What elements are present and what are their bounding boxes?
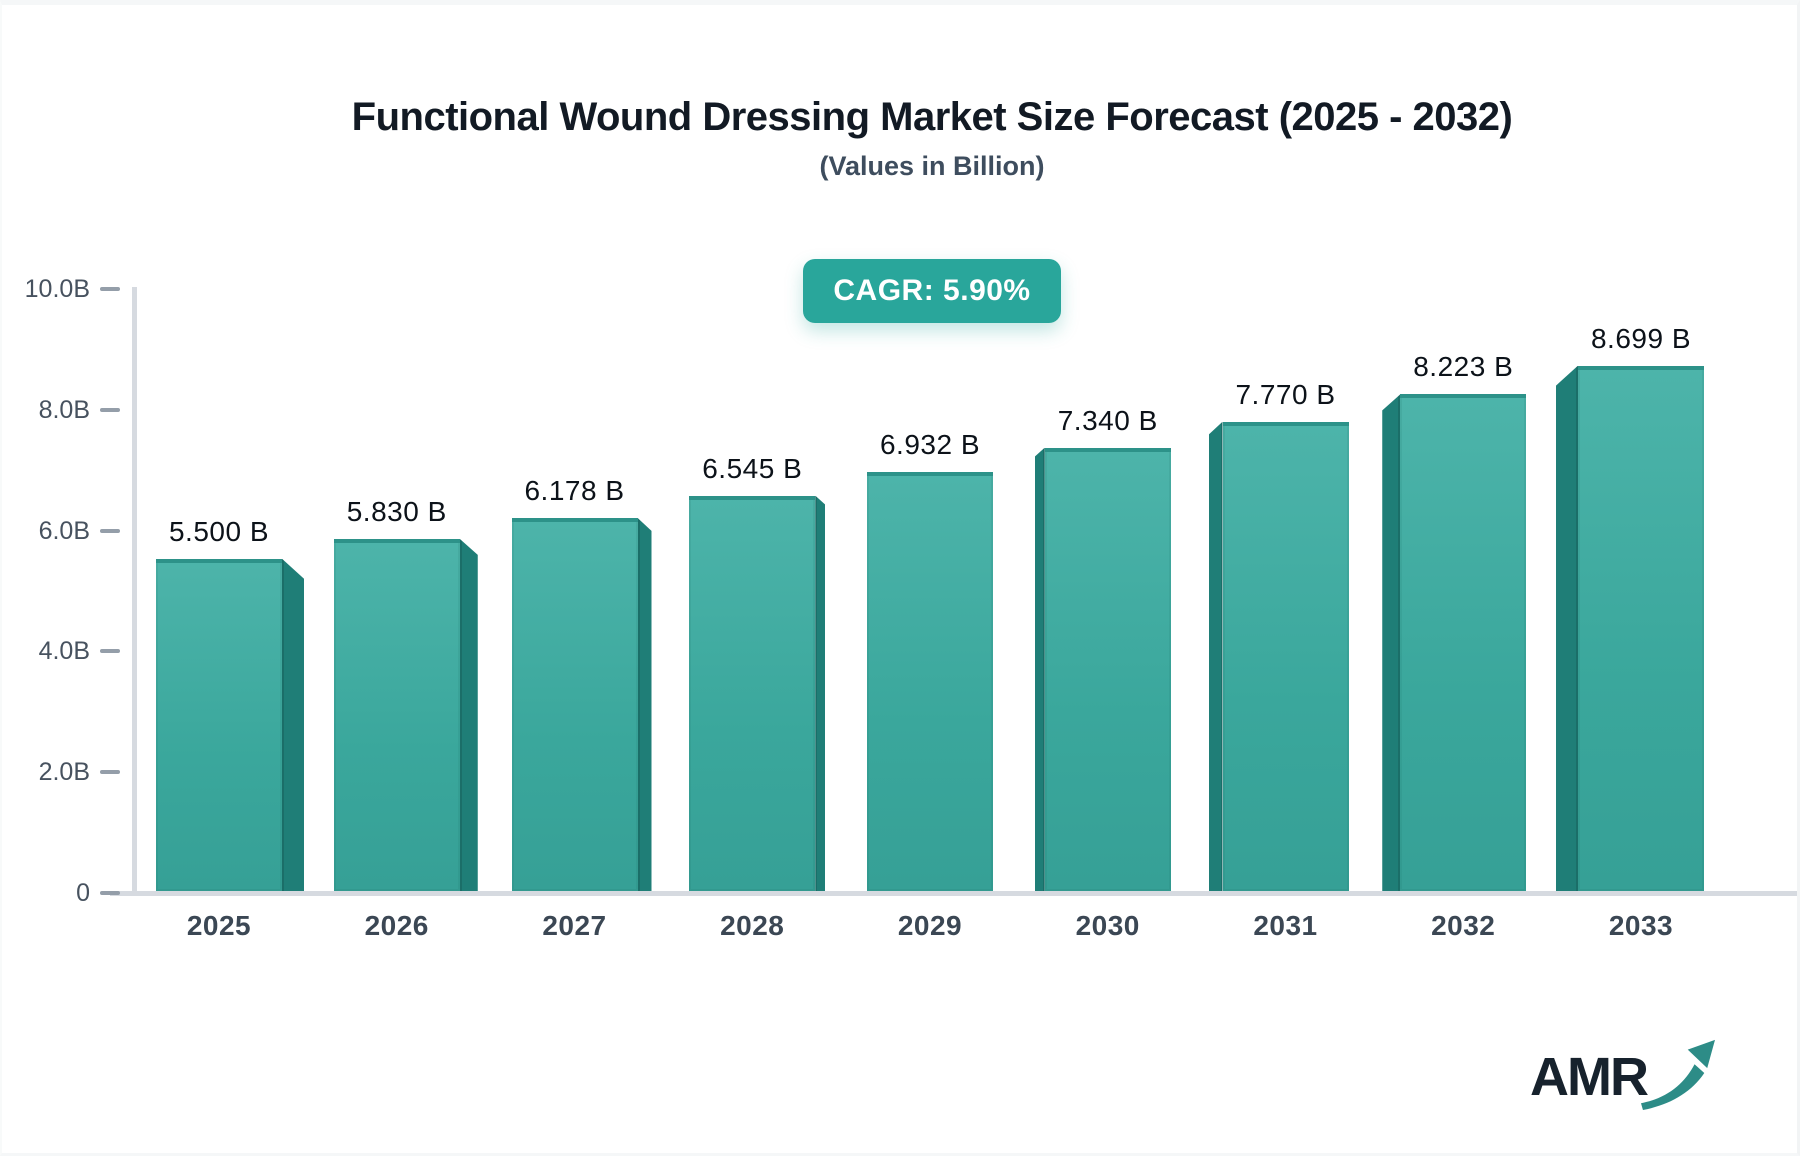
y-axis-tick-mark xyxy=(100,287,120,291)
x-axis-label-2030: 2030 xyxy=(1075,910,1140,941)
bar-top-edge xyxy=(867,472,993,477)
x-axis-label-2031: 2031 xyxy=(1253,910,1318,941)
x-axis-baseline xyxy=(110,891,1797,896)
bar-2027 xyxy=(511,517,638,891)
bar-top-edge xyxy=(156,558,282,563)
bar-2025 xyxy=(156,558,282,891)
chart-title: Functional Wound Dressing Market Size Fo… xyxy=(351,95,1513,139)
bar-top-edge xyxy=(1578,365,1704,370)
bar-top-edge xyxy=(689,495,816,500)
bar-2028 xyxy=(689,495,816,891)
y-axis-tick-mark xyxy=(100,528,120,533)
bar-value-label: 8.223 B xyxy=(1413,351,1514,383)
x-axis-label-2026: 2026 xyxy=(364,910,429,941)
y-axis-tick-mark xyxy=(100,891,120,895)
trend-up-arrow-icon xyxy=(1640,1039,1715,1111)
plot-area: 10.0B 8.0B 6.0B 4.0B 2.0B 0 5.500 B 2025 5.830 B… xyxy=(2,5,1797,1153)
bar-3d-side-face xyxy=(1382,394,1401,891)
bar-top-edge xyxy=(511,517,638,522)
bar-3d-side-face xyxy=(282,558,304,891)
bar-3d-side-face xyxy=(637,517,652,891)
y-axis-tick-mark xyxy=(100,649,120,654)
y-axis-tick-label: 8.0B xyxy=(38,395,90,424)
y-axis-tick-label: 6.0B xyxy=(38,516,90,545)
cagr-badge: CAGR: 5.90% xyxy=(803,259,1061,323)
bar-value-label: 6.545 B xyxy=(702,452,803,484)
x-axis-label-2025: 2025 xyxy=(186,910,252,941)
cagr-badge-container: CAGR: 5.90% xyxy=(62,259,1797,323)
bar-value-label: 7.340 B xyxy=(1057,404,1158,436)
bar-top-edge xyxy=(1400,394,1527,399)
amr-logo-text: AMR xyxy=(1530,1047,1649,1107)
x-axis-label-2027: 2027 xyxy=(542,910,607,941)
bar-top-edge xyxy=(333,538,460,543)
y-axis-tick-label: 0 xyxy=(76,879,90,907)
y-axis-tick-label: 10.0B xyxy=(24,275,90,303)
x-axis-label-2029: 2029 xyxy=(897,910,963,941)
bar-2031 xyxy=(1222,421,1349,891)
y-axis-tick-label: 4.0B xyxy=(38,637,90,666)
bar-3d-side-face xyxy=(815,495,826,891)
bar-value-label: 7.770 B xyxy=(1235,378,1336,410)
y-axis-tick-mark xyxy=(100,407,120,412)
y-axis-line xyxy=(132,287,137,893)
bar-value-label: 5.500 B xyxy=(168,515,270,547)
bar-2026 xyxy=(333,538,460,891)
x-axis-label-2028: 2028 xyxy=(720,910,785,941)
bar-value-label: 6.932 B xyxy=(879,429,981,461)
bar-value-label: 6.178 B xyxy=(524,474,625,506)
bar-value-label: 5.830 B xyxy=(346,495,447,527)
bar-top-edge xyxy=(1222,421,1349,426)
x-axis-label-2033: 2033 xyxy=(1608,910,1674,941)
bar-2032 xyxy=(1400,394,1527,891)
bar-2029 xyxy=(867,472,993,891)
bar-3d-side-face xyxy=(1034,447,1045,891)
y-axis-tick-mark xyxy=(100,770,120,775)
bar-3d-side-face xyxy=(1208,421,1223,891)
chart-subtitle: (Values in Billion) xyxy=(819,151,1045,181)
bar-2030 xyxy=(1044,447,1171,891)
x-axis-label-2032: 2032 xyxy=(1431,910,1496,941)
y-axis-tick-label: 2.0B xyxy=(38,758,90,787)
bar-3d-side-face xyxy=(459,538,478,891)
amr-logo: AMR xyxy=(1530,1037,1720,1117)
bar-2033 xyxy=(1578,365,1704,891)
bar-value-label: 8.699 B xyxy=(1590,322,1692,354)
bar-top-edge xyxy=(1044,447,1171,452)
bar-3d-side-face xyxy=(1556,365,1578,891)
